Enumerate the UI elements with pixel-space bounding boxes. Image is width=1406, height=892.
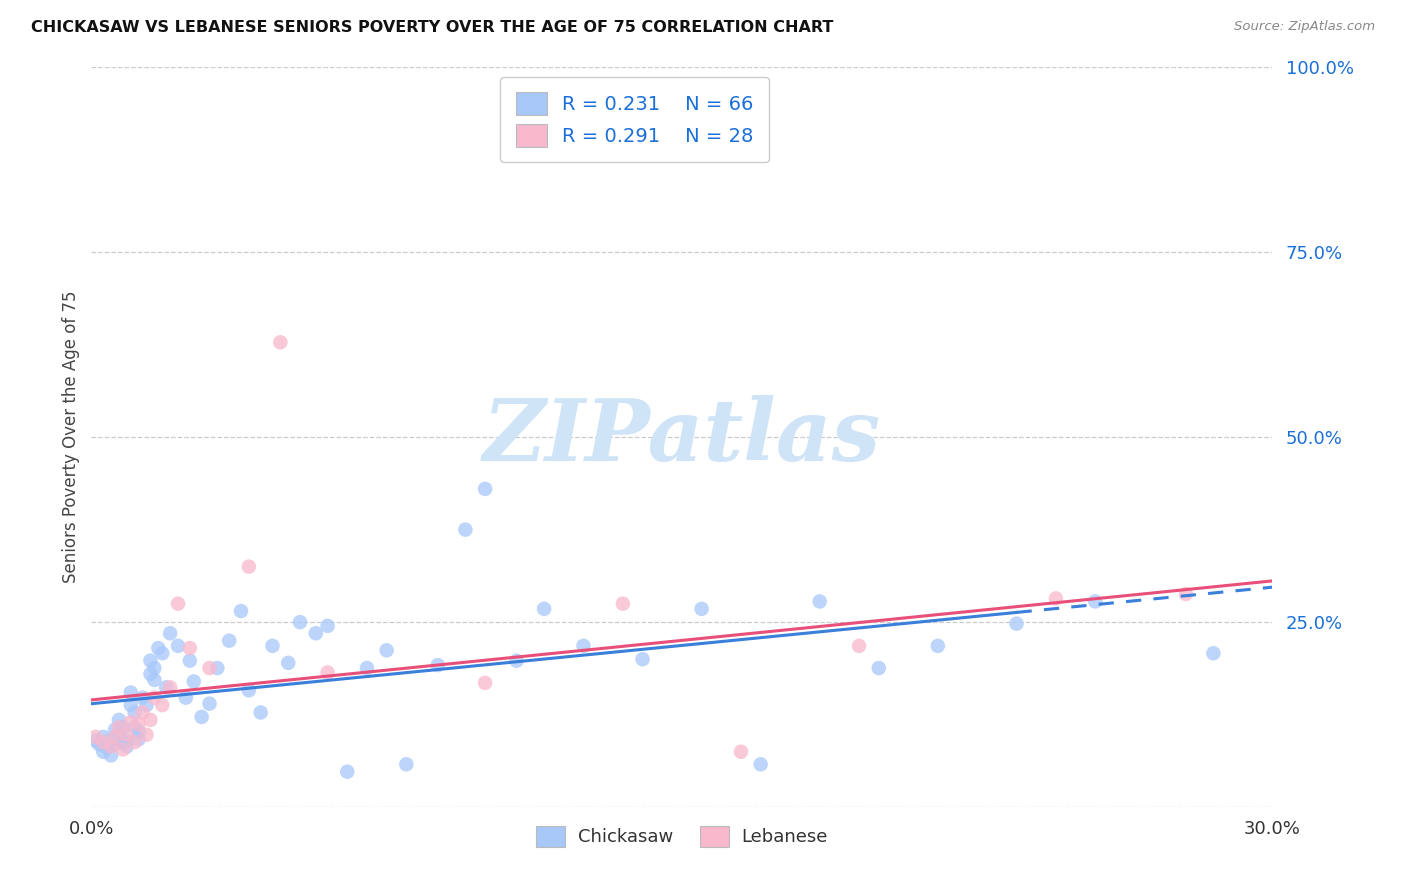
Point — [207, 661, 229, 675]
Point — [124, 720, 146, 734]
Point — [167, 597, 190, 611]
Point — [124, 706, 146, 720]
Point — [115, 739, 138, 754]
Point — [1084, 594, 1107, 608]
Point — [631, 652, 654, 666]
Point — [100, 733, 122, 747]
Point — [808, 594, 831, 608]
Point — [305, 626, 328, 640]
Point — [139, 654, 162, 668]
Point — [108, 713, 131, 727]
Point — [269, 335, 291, 350]
Text: Source: ZipAtlas.com: Source: ZipAtlas.com — [1234, 20, 1375, 33]
Point — [198, 697, 221, 711]
Point — [262, 639, 284, 653]
Point — [155, 681, 177, 695]
Point — [505, 654, 527, 668]
Legend: Chickasaw, Lebanese: Chickasaw, Lebanese — [529, 819, 835, 854]
Point — [135, 698, 157, 712]
Point — [91, 735, 114, 749]
Point — [100, 748, 122, 763]
Y-axis label: Seniors Poverty Over the Age of 75: Seniors Poverty Over the Age of 75 — [62, 291, 80, 583]
Point — [131, 706, 153, 720]
Point — [143, 661, 166, 675]
Point — [690, 602, 713, 616]
Point — [183, 674, 205, 689]
Point — [848, 639, 870, 653]
Point — [1005, 616, 1028, 631]
Point — [111, 720, 134, 734]
Point — [238, 559, 260, 574]
Point — [474, 482, 496, 496]
Point — [143, 690, 166, 705]
Point — [111, 735, 134, 749]
Point — [104, 737, 127, 751]
Point — [150, 646, 173, 660]
Point — [124, 735, 146, 749]
Point — [115, 733, 138, 747]
Point — [120, 698, 142, 712]
Point — [159, 626, 181, 640]
Point — [100, 739, 122, 754]
Point — [150, 698, 173, 712]
Point — [120, 685, 142, 699]
Point — [395, 757, 418, 772]
Point — [131, 690, 153, 705]
Point — [128, 724, 150, 739]
Point — [454, 523, 477, 537]
Point — [1174, 587, 1197, 601]
Point — [128, 717, 150, 731]
Point — [148, 641, 170, 656]
Text: CHICKASAW VS LEBANESE SENIORS POVERTY OVER THE AGE OF 75 CORRELATION CHART: CHICKASAW VS LEBANESE SENIORS POVERTY OV… — [31, 20, 834, 35]
Point — [288, 615, 311, 630]
Point — [749, 757, 772, 772]
Point — [190, 710, 212, 724]
Point — [218, 633, 240, 648]
Point — [96, 741, 118, 756]
Point — [316, 665, 339, 680]
Point — [139, 713, 162, 727]
Point — [336, 764, 359, 779]
Point — [927, 639, 949, 653]
Point — [91, 730, 114, 744]
Point — [104, 723, 127, 737]
Point — [730, 745, 752, 759]
Point — [426, 658, 449, 673]
Point — [179, 654, 201, 668]
Point — [120, 715, 142, 730]
Point — [111, 742, 134, 756]
Point — [198, 661, 221, 675]
Point — [612, 597, 634, 611]
Point — [572, 639, 595, 653]
Point — [159, 681, 181, 695]
Point — [1045, 591, 1067, 606]
Point — [143, 673, 166, 687]
Point — [868, 661, 890, 675]
Point — [249, 706, 271, 720]
Point — [474, 676, 496, 690]
Point — [108, 720, 131, 734]
Point — [174, 690, 197, 705]
Point — [316, 619, 339, 633]
Point — [356, 661, 378, 675]
Point — [91, 745, 114, 759]
Text: ZIPatlas: ZIPatlas — [482, 395, 882, 479]
Point — [128, 732, 150, 747]
Point — [135, 728, 157, 742]
Point — [1202, 646, 1225, 660]
Point — [115, 728, 138, 742]
Point — [179, 641, 201, 656]
Point — [229, 604, 252, 618]
Point — [84, 733, 107, 747]
Point — [104, 730, 127, 744]
Point — [89, 737, 111, 751]
Point — [277, 656, 299, 670]
Point — [108, 726, 131, 740]
Point — [533, 602, 555, 616]
Point — [139, 667, 162, 681]
Point — [238, 683, 260, 698]
Point — [84, 730, 107, 744]
Point — [375, 643, 398, 657]
Point — [167, 639, 190, 653]
